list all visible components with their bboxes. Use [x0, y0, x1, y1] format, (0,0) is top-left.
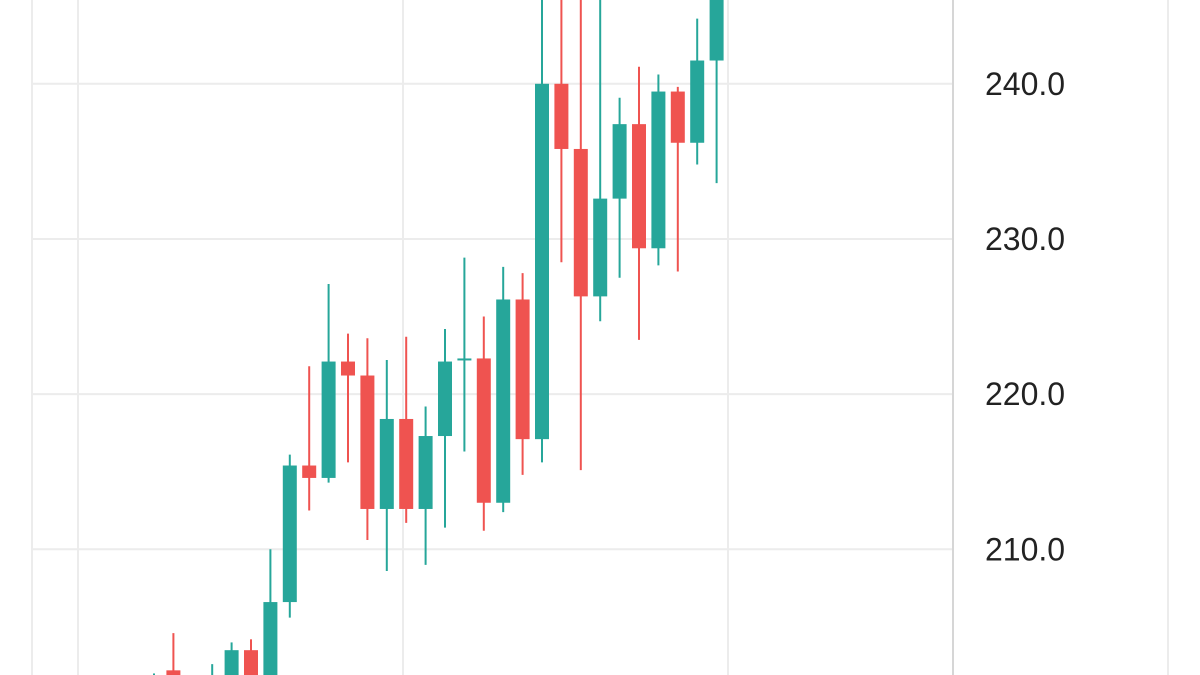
candle-body: [651, 91, 666, 249]
candle-down: [632, 66, 646, 340]
candle-body: [438, 361, 452, 437]
candle-body: [593, 198, 608, 297]
candle-body: [379, 418, 394, 509]
candle-down: [166, 633, 181, 675]
candle-body: [709, 0, 724, 61]
candle-up: [612, 97, 627, 278]
y-tick-label: 230.0: [985, 221, 1065, 257]
candle-body: [282, 465, 297, 603]
candle-up: [535, 0, 549, 463]
candle-body: [360, 375, 375, 509]
candle-up: [211, 664, 214, 675]
candle-body: [302, 465, 317, 478]
candles: [153, 0, 724, 675]
candle-up: [496, 266, 511, 513]
candle-body: [554, 83, 569, 149]
candle-body: [341, 361, 355, 376]
candle-down: [244, 639, 258, 675]
candle-up: [418, 406, 433, 565]
candle-body: [457, 358, 472, 361]
candle-down: [360, 338, 375, 540]
candle-up: [224, 642, 239, 675]
candle-body: [670, 91, 685, 143]
candle-up: [282, 454, 297, 618]
candle-body: [263, 602, 278, 675]
candle-body: [418, 436, 433, 509]
candle-down: [670, 86, 685, 272]
candle-up: [457, 257, 472, 452]
candle-body: [224, 650, 239, 675]
candle-down: [476, 316, 491, 531]
candle-body: [399, 418, 414, 509]
y-tick-label: 210.0: [985, 531, 1065, 567]
y-axis: 210.0 220.0 230.0 240.0: [985, 66, 1065, 568]
y-tick-label: 240.0: [985, 66, 1065, 102]
grid-lines: [31, 0, 1169, 675]
candle-up: [379, 360, 394, 572]
candle-down: [302, 366, 317, 511]
candle-body: [573, 148, 588, 297]
candle-body: [535, 83, 549, 440]
candle-body: [632, 124, 646, 249]
candle-body: [321, 361, 336, 478]
candle-down: [554, 0, 569, 263]
candle-up: [651, 74, 666, 266]
candle-up: [321, 283, 336, 483]
y-tick-label: 220.0: [985, 376, 1065, 412]
candle-down: [341, 333, 355, 463]
candle-body: [515, 299, 530, 440]
candle-body: [476, 358, 491, 503]
candle-body: [690, 60, 705, 143]
candle-up: [438, 328, 452, 528]
candle-up: [263, 549, 278, 675]
candle-down: [399, 336, 414, 523]
candle-down: [515, 273, 530, 475]
candle-up: [709, 0, 724, 184]
candle-body: [166, 670, 181, 675]
candle-body: [612, 124, 627, 199]
candle-body: [244, 650, 258, 675]
candle-up: [593, 0, 608, 322]
candle-up: [690, 18, 705, 165]
candle-body: [496, 299, 511, 503]
candle-down: [573, 0, 588, 471]
